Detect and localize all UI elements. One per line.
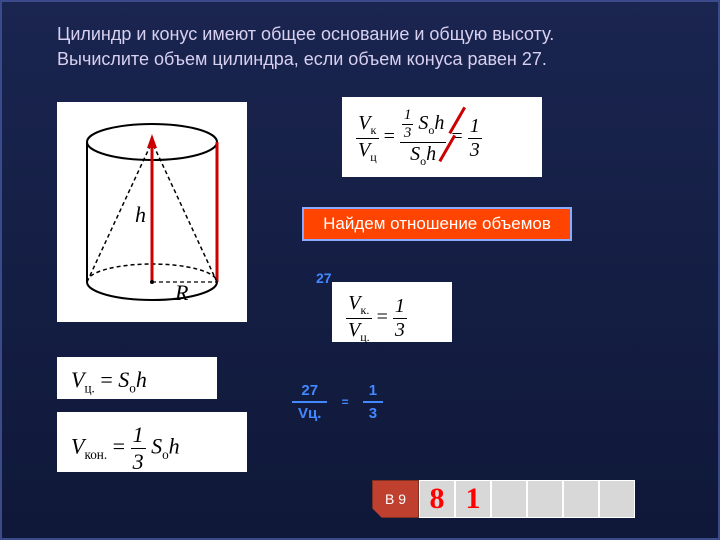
ratio-substituted: Vк. Vц. = 13 xyxy=(332,282,452,342)
exercise-badge: В 9 xyxy=(372,480,419,518)
cylinder-volume-formula: Vц. = Soh xyxy=(57,357,217,399)
answer-cell-3[interactable] xyxy=(527,480,563,518)
annotation-27: 27 xyxy=(316,270,332,286)
ratio-formula: Vк Vц = 13 Soh Soh = 13 xyxy=(342,97,542,177)
answer-row: В 9 8 1 xyxy=(372,480,635,518)
answer-cell-1[interactable]: 1 xyxy=(455,480,491,518)
cylinder-cone-diagram: h R xyxy=(57,102,247,322)
answer-cell-4[interactable] xyxy=(563,480,599,518)
cone-volume-formula: Vкон. = 13 Soh xyxy=(57,412,247,472)
h-label: h xyxy=(135,202,146,227)
problem-line2: Вычислите объем цилиндра, если объем кон… xyxy=(57,49,547,69)
r-label: R xyxy=(174,280,189,305)
problem-text: Цилиндр и конус имеют общее основание и … xyxy=(57,22,657,72)
answer-cell-0[interactable]: 8 xyxy=(419,480,455,518)
answer-cell-5[interactable] xyxy=(599,480,635,518)
answer-cell-2[interactable] xyxy=(491,480,527,518)
bottom-ratio: 27Vц. = 13 xyxy=(292,382,383,422)
problem-line1: Цилиндр и конус имеют общее основание и … xyxy=(57,24,554,44)
find-ratio-label: Найдем отношение объемов xyxy=(302,207,572,241)
diagram-svg: h R xyxy=(67,112,237,312)
